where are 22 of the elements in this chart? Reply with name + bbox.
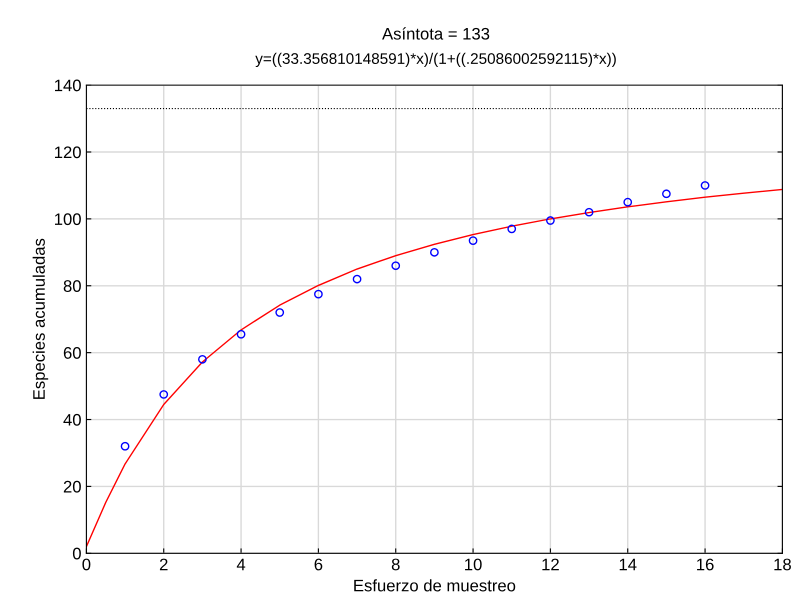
y-tick-label: 20 — [64, 480, 81, 493]
x-tick-label: 0 — [82, 558, 90, 570]
x-tick-label: 14 — [620, 558, 637, 570]
x-tick-label: 18 — [774, 558, 791, 570]
y-tick-label: 100 — [55, 213, 81, 226]
chart-subtitle: y=((33.356810148591)*x)/(1+((.25086002592115)*x)) — [255, 52, 616, 68]
x-tick-label: 12 — [542, 558, 559, 570]
y-axis-title: Especies acumuladas — [32, 238, 48, 399]
y-tick-label: 40 — [63, 414, 81, 426]
y-tick-label: 60 — [64, 347, 81, 359]
y-tick-label: 80 — [64, 280, 81, 292]
x-tick-label: 8 — [392, 558, 400, 570]
x-axis-title: Esfuerzo de muestreo — [354, 579, 516, 592]
chart-title: Asíntota = 133 — [382, 27, 490, 40]
x-tick-label: 16 — [697, 558, 714, 570]
y-tick-label: 120 — [55, 146, 81, 158]
x-tick-label: 4 — [236, 558, 246, 570]
x-tick-label: 10 — [465, 558, 482, 570]
y-tick-label: 140 — [55, 80, 81, 92]
y-tick-label: 0 — [72, 548, 81, 560]
x-tick-label: 6 — [314, 558, 322, 570]
x-tick-label: 2 — [160, 558, 168, 570]
